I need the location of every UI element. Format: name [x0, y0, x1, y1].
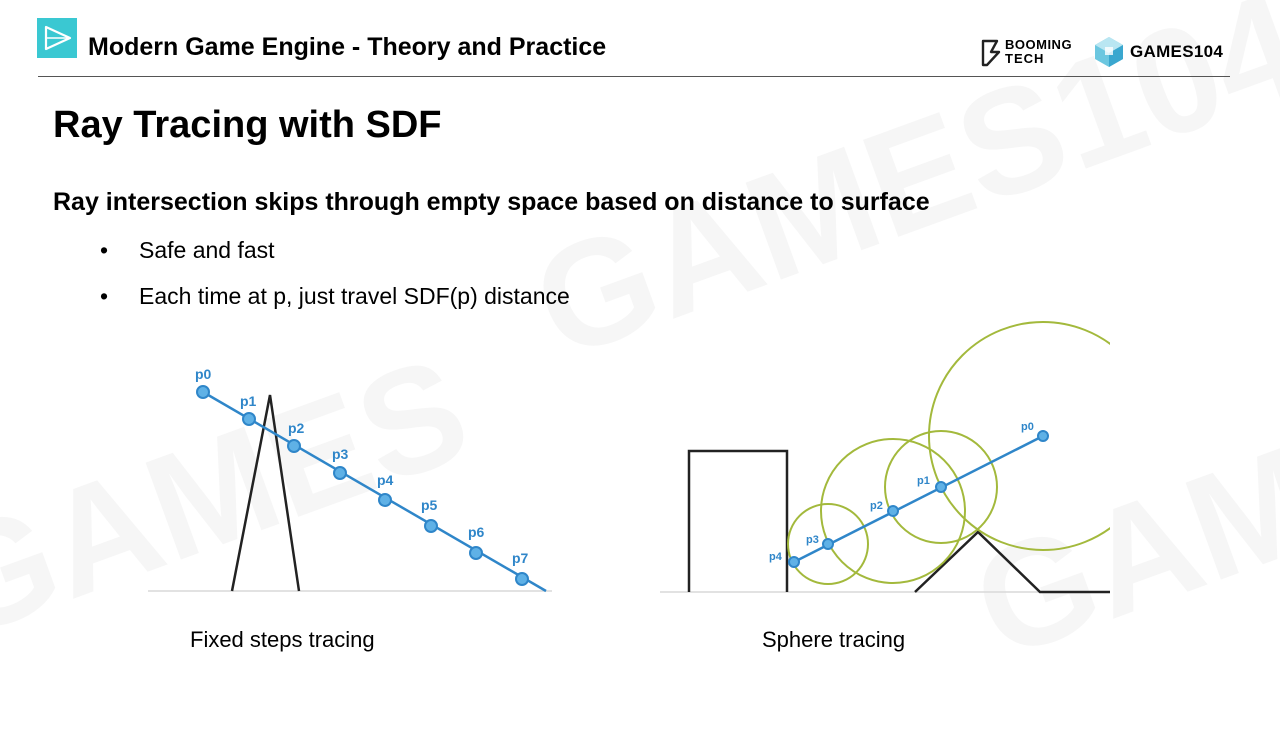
bullet-marker: •	[100, 237, 109, 263]
brand-games: GAMES104	[1130, 42, 1224, 61]
sphere-trace-points: p0 p1 p2 p3 p4	[769, 421, 1049, 568]
point-label: p3	[332, 446, 349, 462]
sdf-sphere	[787, 503, 869, 585]
bullet-item: • Safe and fast	[100, 234, 570, 280]
point-label: p4	[377, 472, 394, 488]
bullet-text: Safe and fast	[139, 237, 275, 263]
box-obstacle	[687, 449, 789, 592]
step-point: p2	[287, 420, 305, 453]
point-label: p1	[240, 393, 257, 409]
slide-subheading: Ray intersection skips through empty spa…	[53, 188, 930, 216]
step-point: p1	[240, 393, 257, 426]
slide-header: Modern Game Engine - Theory and Practice…	[0, 0, 1280, 78]
brand-booming-line1: BOOMING	[1005, 37, 1073, 52]
step-point: p7	[512, 550, 529, 586]
booming-logo-icon	[981, 39, 1001, 67]
trace-point: p4	[769, 551, 800, 568]
bullet-marker: •	[100, 283, 109, 309]
course-title: Modern Game Engine - Theory and Practice	[88, 33, 607, 61]
point-label: p1	[917, 475, 930, 487]
sdf-sphere	[820, 438, 966, 584]
trace-point: p3	[806, 534, 834, 550]
booming-tech-logo: BOOMING TECH	[981, 38, 1085, 68]
point-label: p7	[512, 550, 529, 566]
header-divider	[38, 76, 1230, 77]
point-label: p0	[1021, 421, 1034, 433]
point-label: p6	[468, 524, 485, 540]
fixed-steps-diagram: p0 p1 p2 p3 p4 p5 p6 p7	[148, 366, 552, 593]
trace-point: p1	[917, 475, 947, 493]
step-point: p0	[195, 366, 212, 399]
brand-booming-line2: TECH	[1005, 51, 1045, 66]
point-label: p4	[769, 551, 783, 563]
games104-cube-icon	[1095, 37, 1123, 67]
step-point: p3	[332, 446, 349, 480]
bullet-list: • Safe and fast • Each time at p, just t…	[100, 234, 570, 326]
sphere-tracing-caption: Sphere tracing	[762, 627, 906, 652]
step-point: p6	[468, 524, 485, 560]
trace-point: p0	[1021, 421, 1049, 442]
ray-line	[793, 434, 1044, 564]
bullet-item: • Each time at p, just travel SDF(p) dis…	[100, 280, 570, 326]
fixed-step-points: p0 p1 p2 p3 p4 p5 p6 p7	[195, 366, 529, 586]
ray-line	[202, 390, 547, 593]
sdf-sphere	[884, 430, 998, 544]
fixed-steps-caption: Fixed steps tracing	[190, 627, 375, 652]
games104-logo: GAMES104	[1092, 35, 1234, 69]
bullet-text: Each time at p, just travel SDF(p) dista…	[139, 283, 570, 309]
slide-title: Ray Tracing with SDF	[53, 104, 442, 146]
triangle-obstacle	[914, 530, 1110, 594]
point-label: p2	[288, 420, 305, 436]
step-point: p5	[421, 497, 438, 533]
step-point: p4	[377, 472, 394, 507]
point-label: p5	[421, 497, 438, 513]
play-triangle-icon	[37, 18, 77, 58]
trace-point: p2	[870, 500, 899, 517]
sphere-tracing-diagram: p0 p1 p2 p3 p4	[660, 321, 1110, 594]
sdf-spheres	[787, 321, 1110, 585]
point-label: p0	[195, 366, 212, 382]
spike-obstacle	[230, 394, 301, 592]
point-label: p3	[806, 534, 819, 546]
sdf-sphere	[928, 321, 1110, 551]
point-label: p2	[870, 500, 883, 512]
